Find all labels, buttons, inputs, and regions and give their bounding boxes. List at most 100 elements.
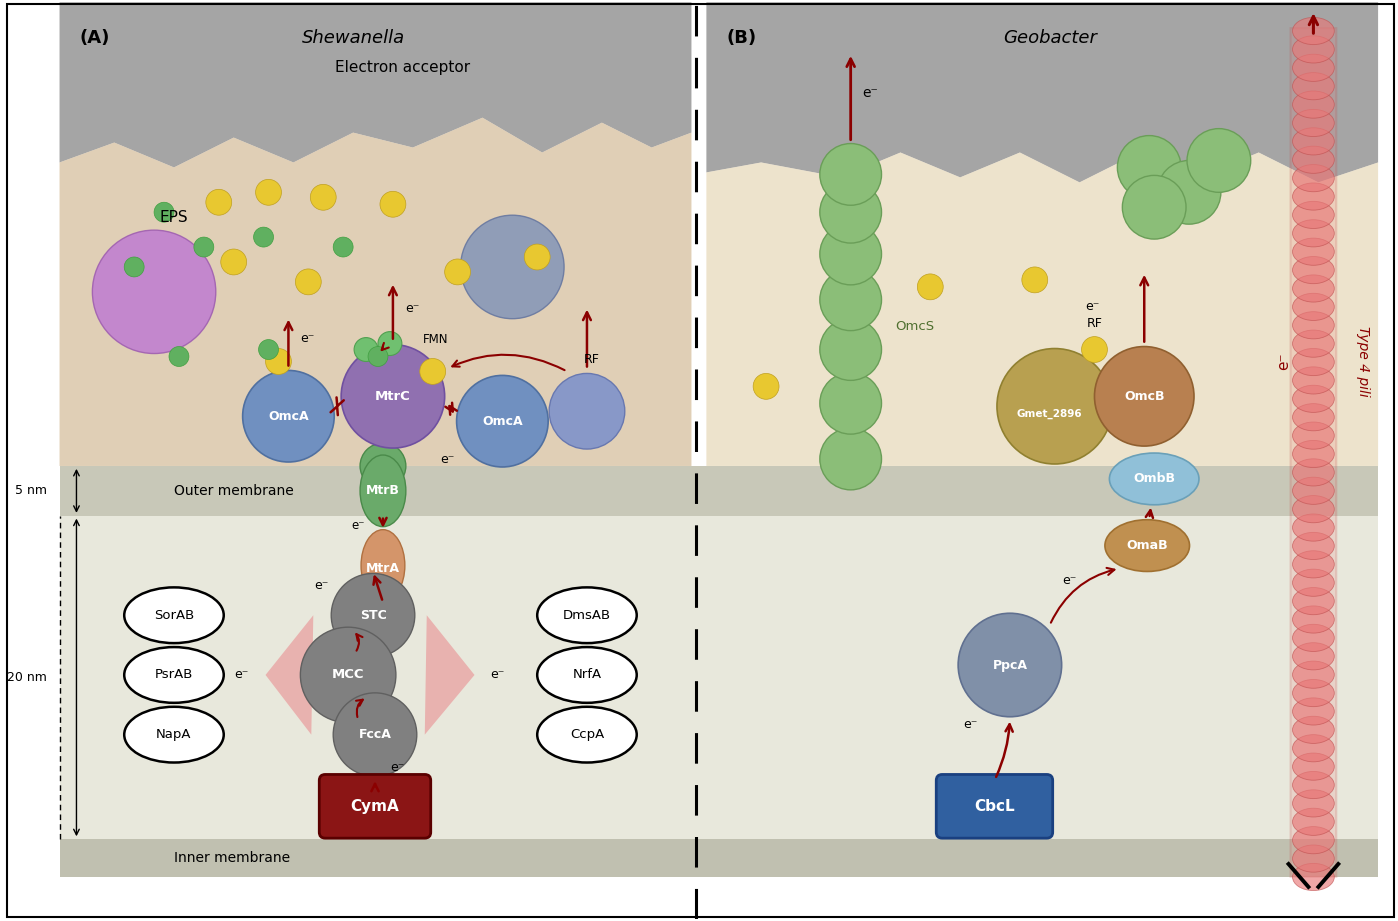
FancyBboxPatch shape (319, 775, 431, 838)
Text: (A): (A) (80, 29, 110, 47)
Circle shape (958, 613, 1061, 717)
Ellipse shape (1293, 772, 1334, 799)
Circle shape (259, 340, 278, 359)
Circle shape (380, 192, 405, 217)
Text: MCC: MCC (331, 669, 365, 682)
Circle shape (256, 180, 281, 205)
Text: Inner membrane: Inner membrane (173, 851, 291, 865)
Text: DmsAB: DmsAB (563, 609, 611, 622)
Ellipse shape (1293, 827, 1334, 854)
Text: NapA: NapA (157, 729, 192, 741)
Circle shape (333, 693, 417, 776)
Ellipse shape (1293, 422, 1334, 449)
Circle shape (524, 244, 551, 270)
Text: e⁻: e⁻ (235, 669, 249, 682)
Text: SorAB: SorAB (154, 609, 194, 622)
Circle shape (206, 190, 232, 216)
FancyBboxPatch shape (937, 775, 1053, 838)
Text: EPS: EPS (159, 210, 189, 225)
Text: RF: RF (584, 353, 600, 366)
Text: 20 nm: 20 nm (7, 670, 46, 684)
Text: 5 nm: 5 nm (14, 484, 46, 497)
Circle shape (457, 376, 548, 467)
Ellipse shape (1293, 643, 1334, 670)
Circle shape (377, 332, 401, 356)
Ellipse shape (1293, 367, 1334, 394)
Circle shape (917, 274, 944, 300)
Text: OmcS: OmcS (896, 321, 935, 333)
Text: MtrA: MtrA (366, 562, 400, 575)
Ellipse shape (1293, 73, 1334, 99)
Ellipse shape (1293, 717, 1334, 743)
Circle shape (549, 373, 625, 449)
Ellipse shape (1293, 569, 1334, 596)
Ellipse shape (1293, 790, 1334, 817)
Text: PsrAB: PsrAB (155, 669, 193, 682)
Circle shape (221, 249, 246, 274)
Text: e⁻: e⁻ (491, 669, 505, 682)
Circle shape (341, 344, 445, 448)
Ellipse shape (1293, 36, 1334, 63)
Circle shape (1158, 160, 1220, 224)
Text: e⁻: e⁻ (351, 519, 365, 532)
Ellipse shape (1293, 514, 1334, 542)
Ellipse shape (361, 455, 405, 527)
Circle shape (1022, 267, 1047, 293)
Circle shape (1117, 135, 1181, 199)
Ellipse shape (1293, 239, 1334, 265)
Text: CbcL: CbcL (974, 799, 1015, 814)
Text: Outer membrane: Outer membrane (173, 484, 294, 498)
FancyBboxPatch shape (1290, 29, 1336, 877)
Ellipse shape (1293, 220, 1334, 247)
Ellipse shape (1293, 495, 1334, 523)
Ellipse shape (1293, 624, 1334, 651)
Circle shape (819, 144, 882, 205)
Circle shape (310, 184, 336, 210)
Ellipse shape (1293, 165, 1334, 192)
Text: FccA: FccA (358, 729, 391, 741)
Circle shape (1187, 129, 1251, 192)
Circle shape (361, 443, 405, 489)
Polygon shape (60, 118, 692, 466)
Text: PpcA: PpcA (993, 659, 1028, 671)
Circle shape (419, 358, 446, 384)
Circle shape (92, 230, 215, 354)
Text: e⁻: e⁻ (1276, 353, 1292, 370)
Text: FMN: FMN (422, 333, 449, 346)
Ellipse shape (1293, 385, 1334, 413)
Ellipse shape (1293, 311, 1334, 339)
Circle shape (253, 227, 274, 247)
Ellipse shape (1293, 274, 1334, 302)
Text: e⁻: e⁻ (1085, 300, 1099, 313)
Text: Shewanella: Shewanella (302, 29, 404, 47)
Ellipse shape (124, 647, 224, 703)
Circle shape (194, 237, 214, 257)
Ellipse shape (537, 706, 636, 763)
Ellipse shape (1293, 146, 1334, 173)
Circle shape (295, 269, 322, 295)
Text: Geobacter: Geobacter (1002, 29, 1096, 47)
Polygon shape (60, 2, 692, 168)
Ellipse shape (1293, 54, 1334, 81)
Text: MtrC: MtrC (375, 390, 411, 402)
Polygon shape (706, 2, 1378, 182)
Circle shape (266, 348, 291, 375)
Ellipse shape (1293, 661, 1334, 688)
Circle shape (819, 181, 882, 243)
Ellipse shape (1293, 863, 1334, 891)
Polygon shape (706, 153, 1378, 466)
Text: e⁻: e⁻ (863, 86, 878, 99)
Ellipse shape (1293, 17, 1334, 44)
Text: (B): (B) (727, 29, 756, 47)
Ellipse shape (1293, 459, 1334, 486)
Text: e⁻: e⁻ (315, 579, 329, 592)
Ellipse shape (1293, 403, 1334, 431)
Text: OmcA: OmcA (268, 410, 309, 423)
Circle shape (154, 203, 173, 222)
Ellipse shape (1293, 588, 1334, 614)
Ellipse shape (1293, 440, 1334, 468)
Ellipse shape (1293, 809, 1334, 835)
Text: CcpA: CcpA (570, 729, 604, 741)
Text: e⁻: e⁻ (301, 332, 315, 345)
Circle shape (445, 259, 471, 285)
